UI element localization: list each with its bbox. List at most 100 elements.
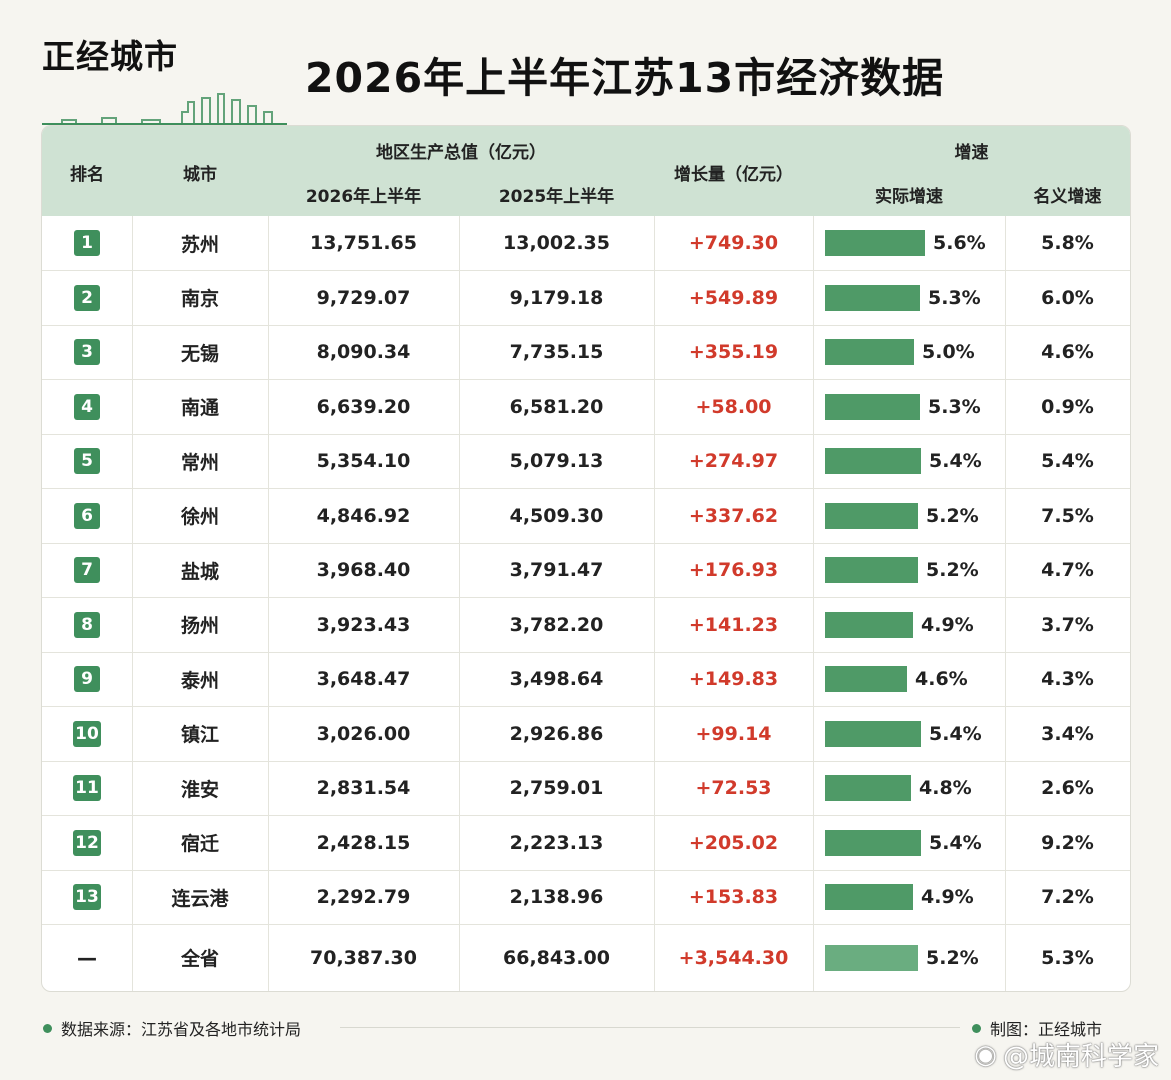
- real-growth-bar: [825, 829, 921, 856]
- nominal-growth-value: 0.9%: [1041, 395, 1094, 418]
- rank-cell: 1: [42, 216, 132, 270]
- city-name: 常州: [180, 451, 219, 474]
- gdp-2025-value: 13,002.35: [503, 232, 610, 254]
- real-growth-label: 5.0%: [922, 341, 975, 363]
- rank-badge: 8: [74, 611, 100, 638]
- real-growth-bar: [825, 393, 920, 420]
- real-growth-label: 5.6%: [933, 232, 986, 254]
- gdp-2026-value: 2,831.54: [316, 777, 411, 799]
- gdp-2025-value: 2,926.86: [509, 722, 604, 745]
- real-growth-bar: [825, 775, 911, 801]
- rank-cell: 5: [42, 434, 132, 488]
- rank-badge: 12: [73, 829, 101, 856]
- increase-value: +176.93: [688, 559, 779, 581]
- rank-cell: 11: [42, 761, 132, 815]
- table-row: 6 徐州 4,846.92 4,509.30 +337.62 5.2% 7.5%: [42, 489, 1130, 544]
- gdp-2026-value: 8,090.34: [316, 341, 411, 363]
- table-row: 12 宿迁 2,428.15 2,223.13 +205.02 5.4% 9.2%: [42, 816, 1130, 871]
- page-title: 2026年上半年江苏13市经济数据: [305, 54, 945, 102]
- bullet-dot-icon: [972, 1023, 981, 1033]
- gdp-2026-value: 2,428.15: [316, 831, 411, 854]
- city-name: 徐州: [180, 506, 219, 528]
- real-growth-label: 5.2%: [926, 504, 979, 527]
- rank-badge: 7: [74, 557, 100, 583]
- real-growth-bar: [825, 884, 913, 910]
- city-name: 南通: [180, 397, 219, 419]
- brand-logo: 正经城市: [42, 30, 287, 125]
- rank-badge: 2: [74, 284, 100, 311]
- table-row: 13 连云港 2,292.79 2,138.96 +153.83 4.9% 7.2%: [42, 870, 1130, 925]
- gdp-2026-value: 5,354.10: [316, 450, 411, 472]
- nominal-growth-value: 5.8%: [1041, 232, 1094, 254]
- rank-cell: 8: [42, 598, 132, 652]
- city-name: 宿迁: [180, 833, 219, 855]
- gdp-2025-value: 5,079.13: [509, 450, 604, 472]
- rank-dash: —: [77, 945, 97, 970]
- city-name: 苏州: [180, 233, 219, 256]
- real-growth-cell: 4.8%: [813, 761, 1005, 815]
- weibo-icon: ◉: [974, 1039, 997, 1070]
- header-gdp-2025: 2025年上半年: [498, 187, 615, 207]
- header-real-growth: 实际增速: [875, 187, 943, 207]
- increase-value: +58.00: [695, 395, 772, 418]
- real-growth-cell: 5.2%: [813, 925, 1005, 991]
- city-name: 泰州: [180, 669, 219, 692]
- increase-value: +149.83: [688, 668, 779, 690]
- rank-badge: 3: [74, 339, 100, 365]
- gdp-2026-value: 3,968.40: [316, 559, 411, 581]
- rank-badge: 11: [73, 775, 101, 801]
- rank-badge: 1: [74, 230, 100, 256]
- real-growth-bar: [825, 339, 914, 365]
- header-gdp-2026: 2026年上半年: [305, 187, 422, 207]
- increase-value: +337.62: [688, 504, 779, 527]
- rank-badge: 9: [74, 666, 100, 692]
- gdp-2026-value: 3,648.47: [316, 668, 411, 690]
- table-row: 8 扬州 3,923.43 3,782.20 +141.23 4.9% 3.7%: [42, 598, 1130, 653]
- table-header: 排名 城市 地区生产总值（亿元） 2026年上半年 2025年上半年 增长量（亿…: [42, 126, 1130, 216]
- nominal-growth-value: 9.2%: [1041, 831, 1094, 854]
- gdp-2025-value: 2,138.96: [509, 886, 604, 908]
- nominal-growth-value: 3.4%: [1041, 722, 1094, 745]
- real-growth-bar: [825, 448, 921, 474]
- header-rank: 排名: [70, 165, 104, 185]
- city-name: 连云港: [171, 887, 229, 910]
- city-name: 盐城: [180, 560, 219, 583]
- footer-source: 数据来源：江苏省及各地市统计局: [43, 1016, 301, 1040]
- table-row: 7 盐城 3,968.40 3,791.47 +176.93 5.2% 4.7%: [42, 543, 1130, 598]
- real-growth-cell: 4.6%: [813, 652, 1005, 706]
- increase-value: +549.89: [688, 286, 779, 309]
- nominal-growth-value: 6.0%: [1041, 286, 1094, 309]
- increase-value: +205.02: [688, 831, 779, 854]
- rank-cell: —: [42, 925, 132, 991]
- footer-credit: 制图：正经城市: [972, 1016, 1102, 1040]
- rank-badge: 5: [74, 448, 100, 474]
- header-growth-group: 增速: [954, 143, 989, 163]
- rank-badge: 10: [73, 720, 101, 747]
- nominal-growth-value: 4.6%: [1041, 341, 1094, 363]
- real-growth-cell: 5.0%: [813, 325, 1005, 379]
- nominal-growth-value: 2.6%: [1041, 777, 1094, 799]
- rank-cell: 6: [42, 489, 132, 543]
- increase-value: +274.97: [688, 450, 779, 472]
- real-growth-cell: 5.2%: [813, 543, 1005, 597]
- gdp-2026-value: 13,751.65: [310, 232, 417, 254]
- real-growth-label: 4.9%: [921, 613, 974, 636]
- skyline-graphic: [42, 93, 287, 125]
- gdp-2025-value: 2,223.13: [509, 831, 604, 854]
- city-name: 全省: [180, 948, 219, 970]
- real-growth-cell: 5.2%: [813, 489, 1005, 543]
- real-growth-bar: [825, 666, 907, 692]
- gdp-2025-value: 4,509.30: [509, 504, 604, 527]
- city-name: 扬州: [180, 615, 219, 637]
- real-growth-cell: 5.4%: [813, 816, 1005, 870]
- city-name: 无锡: [180, 342, 219, 365]
- table-row: 3 无锡 8,090.34 7,735.15 +355.19 5.0% 4.6%: [42, 325, 1130, 380]
- real-growth-cell: 5.3%: [813, 271, 1005, 325]
- city-name: 淮安: [180, 778, 219, 801]
- table-row: 1 苏州 13,751.65 13,002.35 +749.30 5.6% 5.8%: [42, 216, 1130, 271]
- rank-cell: 4: [42, 380, 132, 434]
- gdp-2026-value: 70,387.30: [310, 946, 417, 969]
- gdp-2026-value: 3,923.43: [316, 613, 411, 636]
- increase-value: +749.30: [688, 232, 779, 254]
- gdp-2025-value: 3,782.20: [509, 613, 604, 636]
